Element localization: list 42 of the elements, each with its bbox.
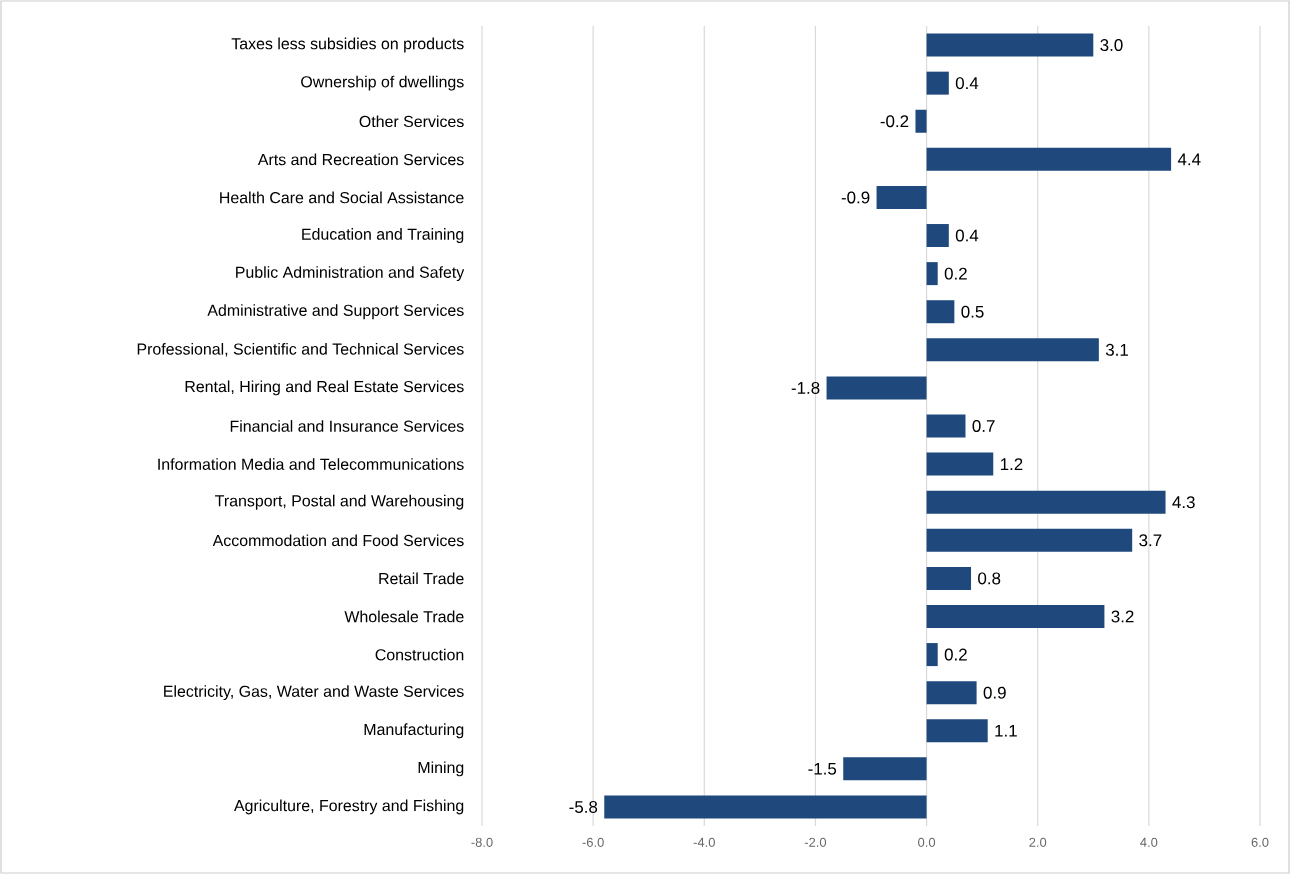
data-label: -1.5 xyxy=(808,762,837,775)
data-label: 0.5 xyxy=(961,305,984,318)
bar xyxy=(604,795,927,819)
bar xyxy=(926,33,1094,57)
bar xyxy=(926,300,955,324)
bar xyxy=(926,643,938,667)
bar xyxy=(926,604,1105,628)
data-label: 0.4 xyxy=(955,77,979,90)
data-label: 3.0 xyxy=(1100,39,1123,52)
data-label: 4.3 xyxy=(1172,496,1195,509)
data-label: 0.8 xyxy=(978,572,1001,585)
bar xyxy=(915,109,927,133)
bar xyxy=(926,338,1099,362)
bar xyxy=(926,224,949,248)
bar xyxy=(926,262,938,286)
data-label: 1.2 xyxy=(1000,458,1023,471)
bar xyxy=(926,490,1166,514)
bar xyxy=(926,528,1133,552)
data-label: -5.8 xyxy=(569,800,598,813)
bar xyxy=(926,71,949,95)
data-label: 0.4 xyxy=(955,229,979,242)
data-label: 4.4 xyxy=(1177,153,1201,166)
bar xyxy=(826,376,927,400)
bar xyxy=(926,414,966,438)
data-label: -0.9 xyxy=(841,191,870,204)
bar xyxy=(926,147,1172,171)
data-label: 1.1 xyxy=(995,724,1017,737)
data-label: 0.2 xyxy=(944,648,967,661)
data-label: 0.2 xyxy=(944,267,967,280)
data-label: 0.9 xyxy=(983,686,1006,699)
data-label: -1.8 xyxy=(791,381,820,394)
bar xyxy=(843,757,927,781)
bar xyxy=(926,452,994,476)
data-label: 3.7 xyxy=(1139,534,1162,547)
bar xyxy=(926,719,988,743)
bar xyxy=(876,185,927,209)
data-label: 3.1 xyxy=(1105,343,1128,356)
bar xyxy=(926,566,972,590)
data-label: 3.2 xyxy=(1111,610,1134,623)
data-label: 0.7 xyxy=(972,420,995,432)
bar xyxy=(926,681,977,705)
data-label: -0.2 xyxy=(880,115,909,128)
